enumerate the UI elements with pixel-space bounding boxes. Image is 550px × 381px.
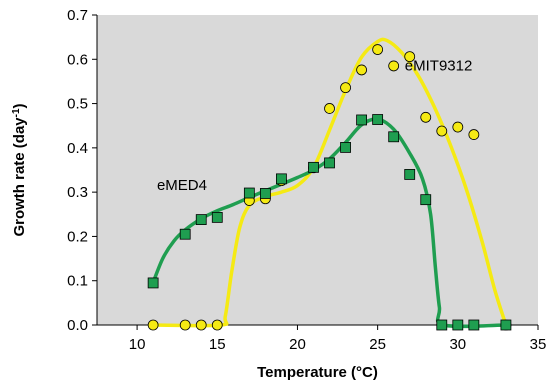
marker-eMED4	[500, 319, 512, 331]
y-tick-label: 0.5	[67, 96, 88, 113]
y-tick-label: 0.4	[67, 140, 88, 157]
marker-eMED4	[276, 173, 287, 185]
marker-eMIT9312	[452, 121, 464, 133]
marker-eMED4	[211, 211, 223, 223]
series-annotation: eMED4	[157, 177, 207, 194]
marker-eMED4	[468, 319, 480, 331]
x-axis-title: Temperature (°C)	[257, 364, 378, 381]
x-tick-label: 15	[209, 336, 226, 353]
marker-eMED4	[404, 169, 416, 180]
marker-eMED4	[420, 194, 432, 206]
y-tick-label: 0.7	[67, 7, 88, 24]
marker-eMED4	[388, 131, 400, 143]
marker-eMED4	[195, 214, 207, 226]
marker-eMED4	[179, 228, 191, 240]
annotations: eMIT9312 eMED4	[157, 57, 472, 194]
axes: 0.0 0.1 0.2 0.3 0.4 0.5 0.6 0.7 10 15 20 25 30 35	[67, 7, 546, 353]
x-tick-label: 35	[530, 336, 547, 353]
marker-eMIT9312	[356, 64, 368, 76]
x-tick-label: 20	[289, 336, 306, 353]
marker-eMIT9312	[324, 103, 335, 114]
marker-eMED4	[259, 188, 271, 199]
y-tick-label: 0.3	[67, 184, 88, 201]
marker-eMIT9312	[404, 51, 416, 63]
marker-eMED4	[436, 319, 448, 331]
marker-eMIT9312	[195, 319, 207, 331]
marker-eMED4	[372, 114, 384, 125]
marker-eMED4	[356, 114, 368, 126]
y-tick-label: 0.0	[67, 317, 88, 334]
y-tick-label: 0.1	[67, 273, 88, 290]
marker-eMED4	[243, 187, 255, 199]
marker-eMIT9312	[436, 125, 448, 137]
marker-eMIT9312	[340, 82, 351, 94]
y-axis-title-main: Growth rate (day	[11, 117, 28, 237]
y-axis-title-tail: )	[11, 103, 28, 108]
marker-eMED4	[324, 157, 335, 169]
marker-eMIT9312	[211, 319, 223, 331]
series-annotation: eMIT9312	[405, 57, 473, 74]
x-tick-label: 10	[129, 336, 146, 353]
y-tick-label: 0.2	[67, 228, 88, 245]
x-tick-label: 30	[449, 336, 466, 353]
marker-eMED4	[340, 142, 351, 153]
marker-eMIT9312	[179, 319, 191, 331]
y-axis-title-sup: -1	[11, 108, 22, 117]
y-axis-title: Growth rate (day-1)	[11, 103, 29, 236]
x-tick-label: 25	[369, 336, 386, 353]
marker-eMIT9312	[468, 129, 480, 140]
marker-eMIT9312	[372, 44, 384, 55]
marker-eMIT9312	[147, 319, 159, 331]
marker-eMED4	[452, 319, 464, 331]
data-markers	[147, 44, 512, 331]
marker-eMIT9312	[420, 111, 432, 123]
marker-eMED4	[308, 161, 319, 173]
marker-eMIT9312	[388, 60, 400, 72]
marker-eMED4	[147, 277, 159, 289]
y-tick-label: 0.6	[67, 51, 88, 68]
